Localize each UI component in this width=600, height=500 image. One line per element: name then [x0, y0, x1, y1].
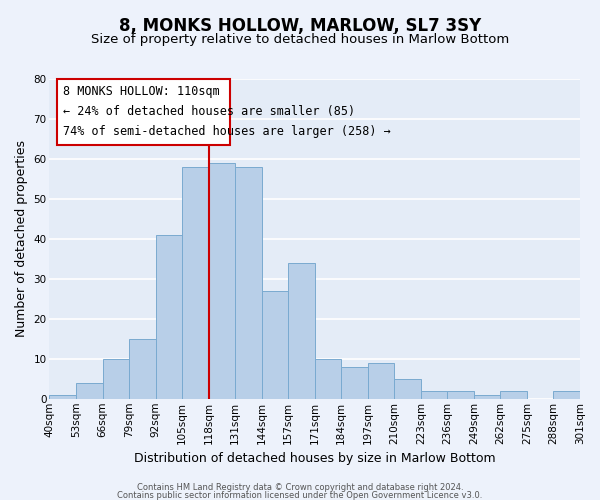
Bar [129, 339, 155, 399]
Text: Size of property relative to detached houses in Marlow Bottom: Size of property relative to detached ho… [91, 32, 509, 46]
Text: Contains public sector information licensed under the Open Government Licence v3: Contains public sector information licen… [118, 492, 482, 500]
Text: 74% of semi-detached houses are larger (258) →: 74% of semi-detached houses are larger (… [63, 125, 391, 138]
Bar [448, 391, 474, 399]
Y-axis label: Number of detached properties: Number of detached properties [15, 140, 28, 338]
Bar [262, 291, 288, 399]
Text: Contains HM Land Registry data © Crown copyright and database right 2024.: Contains HM Land Registry data © Crown c… [137, 483, 463, 492]
Bar [315, 359, 341, 399]
Bar [182, 167, 209, 399]
Bar [474, 395, 500, 399]
Bar [341, 367, 368, 399]
Bar [49, 395, 76, 399]
Bar [553, 391, 580, 399]
FancyBboxPatch shape [58, 79, 230, 145]
Text: 8, MONKS HOLLOW, MARLOW, SL7 3SY: 8, MONKS HOLLOW, MARLOW, SL7 3SY [119, 18, 481, 36]
Bar [103, 359, 129, 399]
Bar [394, 379, 421, 399]
Bar [76, 383, 103, 399]
Text: 8 MONKS HOLLOW: 110sqm: 8 MONKS HOLLOW: 110sqm [63, 85, 220, 98]
Text: ← 24% of detached houses are smaller (85): ← 24% of detached houses are smaller (85… [63, 105, 355, 118]
Bar [368, 363, 394, 399]
Bar [500, 391, 527, 399]
Bar [235, 167, 262, 399]
Bar [288, 263, 315, 399]
Bar [155, 235, 182, 399]
Bar [209, 163, 235, 399]
Bar [421, 391, 448, 399]
X-axis label: Distribution of detached houses by size in Marlow Bottom: Distribution of detached houses by size … [134, 452, 496, 465]
